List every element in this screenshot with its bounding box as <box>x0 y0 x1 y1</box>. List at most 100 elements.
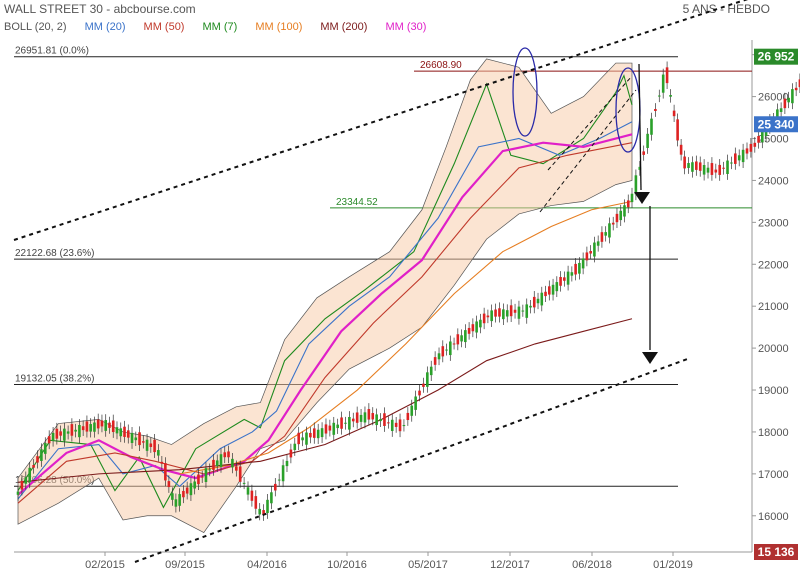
candle-body <box>745 148 749 154</box>
candle-body <box>638 166 642 170</box>
candle-body <box>544 291 547 297</box>
fibonacci-label: 19132.05 (38.2%) <box>15 373 95 384</box>
candle-body <box>305 432 308 445</box>
candle-body <box>691 162 694 172</box>
y-tick-label: 16000 <box>758 511 789 523</box>
candle-body <box>324 424 328 434</box>
legend-item: MM (30) <box>385 21 427 33</box>
candle-body <box>672 110 676 117</box>
candle-body <box>646 133 649 148</box>
candle-body <box>718 164 722 175</box>
y-tick-label: 24000 <box>758 175 789 187</box>
candle-body <box>551 284 555 295</box>
legend-item: MM (20) <box>84 21 126 33</box>
candle-body <box>456 334 460 345</box>
arrow-line <box>638 63 642 191</box>
candle-body <box>266 499 269 514</box>
candle-body <box>149 443 153 447</box>
candle-body <box>189 483 193 496</box>
candle-body <box>293 443 297 451</box>
candle-body <box>398 419 402 432</box>
short-channel-lower <box>539 89 637 213</box>
candle-body <box>390 419 394 432</box>
x-tick-label: 09/2015 <box>165 559 205 571</box>
candle-body <box>509 305 513 317</box>
x-tick-label: 05/2017 <box>408 559 448 571</box>
candle-body <box>108 422 111 428</box>
moving-average-line <box>17 74 633 509</box>
candle-body <box>204 468 208 482</box>
candle-body <box>59 431 62 436</box>
x-tick-label: 02/2015 <box>85 559 125 571</box>
candle-body <box>85 421 89 432</box>
fibonacci-label: 22122.68 (23.6%) <box>15 248 95 259</box>
y-tick-label: 26000 <box>758 92 789 104</box>
candle-body <box>547 286 551 295</box>
candle-body <box>344 422 347 424</box>
candle-body <box>227 451 230 458</box>
candle-body <box>494 309 497 317</box>
moving-average-line <box>17 142 633 504</box>
candle-body <box>223 452 227 458</box>
candle-body <box>93 422 96 432</box>
candle-body <box>410 405 414 416</box>
candle-body <box>145 439 149 451</box>
candle-body <box>706 167 710 173</box>
candle-body <box>585 252 589 261</box>
candle-body <box>40 449 43 461</box>
legend-item: MM (100) <box>255 21 303 33</box>
candle-body <box>734 153 737 164</box>
support-label: 23344.52 <box>336 197 378 208</box>
candle-body <box>596 241 600 246</box>
candle-body <box>258 508 262 515</box>
candle-body <box>130 432 134 443</box>
price-tag <box>754 48 798 65</box>
candle-body <box>676 119 679 141</box>
candle-body <box>215 460 219 467</box>
candle-body <box>332 422 336 435</box>
candle-body <box>574 263 577 275</box>
candle-body <box>47 436 51 444</box>
candle-body <box>367 409 371 420</box>
candle-body <box>351 418 355 422</box>
legend-item: MM (7) <box>202 21 238 33</box>
candle-body <box>78 424 81 438</box>
candle-body <box>328 425 332 431</box>
candle-body <box>452 343 456 345</box>
candle-body <box>517 306 521 319</box>
candle-body <box>490 310 493 322</box>
candle-body <box>467 327 471 334</box>
candle-body <box>289 449 293 458</box>
candle-body <box>208 469 212 471</box>
candle-body <box>134 437 138 441</box>
y-tick-label: 18000 <box>758 427 789 439</box>
candle-body <box>714 169 718 173</box>
resistance-label: 26608.90 <box>420 60 462 71</box>
candle-body <box>262 510 265 516</box>
fibonacci-label: 26951.81 (0.0%) <box>15 46 89 57</box>
candle-body <box>783 98 787 109</box>
candle-body <box>445 349 448 351</box>
candle-body <box>730 162 733 164</box>
candle-body <box>178 494 181 506</box>
candle-body <box>193 481 196 489</box>
candle-body <box>570 272 574 276</box>
candle-body <box>250 490 254 501</box>
candle-body <box>798 79 800 88</box>
candle-body <box>174 499 178 507</box>
period-label: 5 ANS - HEBDO <box>682 2 770 16</box>
candle-body <box>642 151 645 155</box>
candle-body <box>320 428 324 438</box>
candle-body <box>197 474 200 485</box>
candle-body <box>441 346 445 357</box>
candle-body <box>138 432 141 446</box>
candle-body <box>657 95 661 97</box>
candle-body <box>81 426 85 431</box>
upper-channel-line <box>13 0 748 241</box>
price-tag-label: 15 136 <box>758 545 795 559</box>
candle-body <box>475 321 478 333</box>
candle-body <box>55 428 59 439</box>
candle-body <box>665 67 669 84</box>
candle-body <box>36 456 39 463</box>
candle-body <box>123 426 126 437</box>
